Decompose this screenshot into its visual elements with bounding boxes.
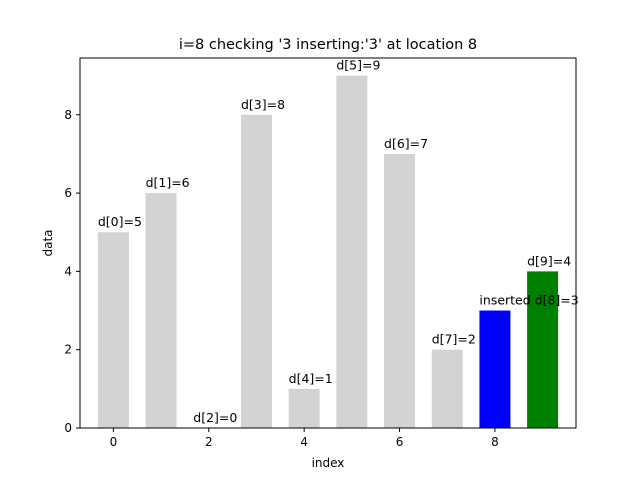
x-axis-ticks: 0 2 4 6 8 (110, 428, 499, 449)
bar-6 (384, 153, 416, 429)
x-tick-label-4: 8 (491, 435, 499, 449)
chart-title: i=8 checking '3 inserting:'3' at locatio… (179, 37, 477, 53)
bar-label-8: inserted d[8]=3 (479, 293, 578, 308)
bar-5 (336, 75, 368, 428)
bar-label-6: d[6]=7 (384, 136, 428, 151)
bar-label-1: d[1]=6 (146, 175, 190, 190)
bar-4 (288, 388, 320, 428)
x-tick-label-0: 0 (110, 435, 118, 449)
bars-group (97, 75, 559, 429)
y-tick-label-1: 2 (64, 343, 72, 357)
bar-0 (97, 232, 129, 428)
bar-label-3: d[3]=8 (241, 97, 285, 112)
bar-label-2: d[2]=0 (193, 410, 237, 425)
bar-label-5: d[5]=9 (336, 58, 380, 73)
bar-8 (479, 310, 511, 428)
y-tick-label-4: 8 (64, 108, 72, 122)
bar-label-9: d[9]=4 (527, 253, 571, 268)
bar-9 (527, 271, 559, 428)
bar-label-0: d[0]=5 (98, 214, 142, 229)
y-tick-label-0: 0 (64, 421, 72, 435)
bar-3 (240, 114, 272, 428)
y-tick-label-3: 6 (64, 186, 72, 200)
x-tick-label-2: 4 (300, 435, 308, 449)
bar-labels-group: d[0]=5 d[1]=6 d[2]=0 d[3]=8 d[4]=1 d[5]=9 d[6]… (98, 58, 579, 425)
y-tick-label-2: 4 (64, 264, 72, 278)
bar-1 (145, 193, 177, 428)
x-tick-label-3: 6 (396, 435, 404, 449)
y-axis-ticks: 0 2 4 6 8 (64, 108, 80, 435)
axes-frame (79, 57, 577, 429)
bar-7 (431, 349, 463, 428)
x-tick-label-1: 2 (205, 435, 213, 449)
x-axis-label: index (312, 456, 345, 470)
bar-label-7: d[7]=2 (432, 332, 476, 347)
bar-label-4: d[4]=1 (289, 371, 333, 386)
y-axis-label: data (41, 229, 55, 256)
